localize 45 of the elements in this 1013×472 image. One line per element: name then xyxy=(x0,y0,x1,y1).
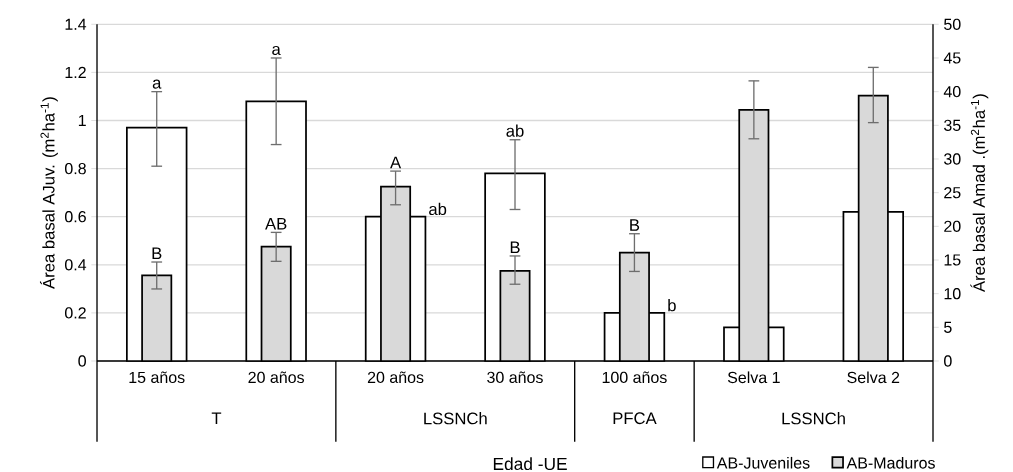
data-label: ab xyxy=(506,124,524,137)
x-tick-label: 20 años xyxy=(248,371,305,384)
y-tick-label: 0.8 xyxy=(64,162,86,175)
y2-tick-label: 10 xyxy=(944,288,961,300)
y2-tick-label: 45 xyxy=(943,52,961,64)
y-tick-label: 0.6 xyxy=(64,211,86,223)
data-label: B xyxy=(510,241,520,254)
y-tick-label: 0 xyxy=(78,355,86,367)
y2-tick-label: 0 xyxy=(944,355,952,367)
legend-label: AB-Maduros xyxy=(846,456,935,469)
y2-tick-label: 20 xyxy=(944,220,961,232)
y2-tick-label: 25 xyxy=(944,187,961,199)
y-axis-title: Área basal AJuv. (m$^{2}$ha$^{-1}$) xyxy=(39,97,58,289)
x-tick-label: Selva 2 xyxy=(847,371,900,384)
y-tick-label: 0.2 xyxy=(64,307,86,319)
data-label: AB xyxy=(265,217,287,230)
data-label: a xyxy=(272,45,281,56)
text: LSSNCh xyxy=(782,412,845,425)
y-tick-label: 1.4 xyxy=(65,18,87,30)
data-label: ab xyxy=(429,202,447,216)
x-tick-label: 20 años xyxy=(367,371,424,384)
y2-tick-label: 15 xyxy=(944,254,961,266)
y-tick-label: 0.4 xyxy=(64,259,87,271)
legend-label: AB-Juveniles xyxy=(716,456,810,469)
text: T xyxy=(211,412,222,424)
y2-axis-title: Área basal Amad .(m$^{2}$ha$^{-1}$) xyxy=(970,94,989,293)
x-axis-title: Edad -UE xyxy=(493,457,567,471)
text: PFCA xyxy=(613,412,657,425)
data-label: b xyxy=(668,299,676,312)
data-label: B xyxy=(630,219,640,231)
y2-tick-label: 30 xyxy=(944,153,961,165)
y2-tick-label: 40 xyxy=(943,85,961,98)
y-tick-label: 1.2 xyxy=(65,66,86,78)
y2-tick-label: 50 xyxy=(944,18,961,30)
y2-tick-label: 35 xyxy=(944,119,961,131)
data-label: a xyxy=(152,79,162,89)
x-tick-label: Selva 1 xyxy=(727,371,780,384)
x-tick-label: 30 años xyxy=(487,371,543,384)
x-tick-label: 15 años xyxy=(129,371,185,384)
data-label: B xyxy=(152,247,162,260)
y2-tick-label: 5 xyxy=(944,321,952,333)
y-tick-label: 1 xyxy=(78,115,86,127)
text: LSSNCh xyxy=(424,412,487,425)
data-label: A xyxy=(390,156,402,169)
x-tick-label: 100 años xyxy=(602,371,667,384)
